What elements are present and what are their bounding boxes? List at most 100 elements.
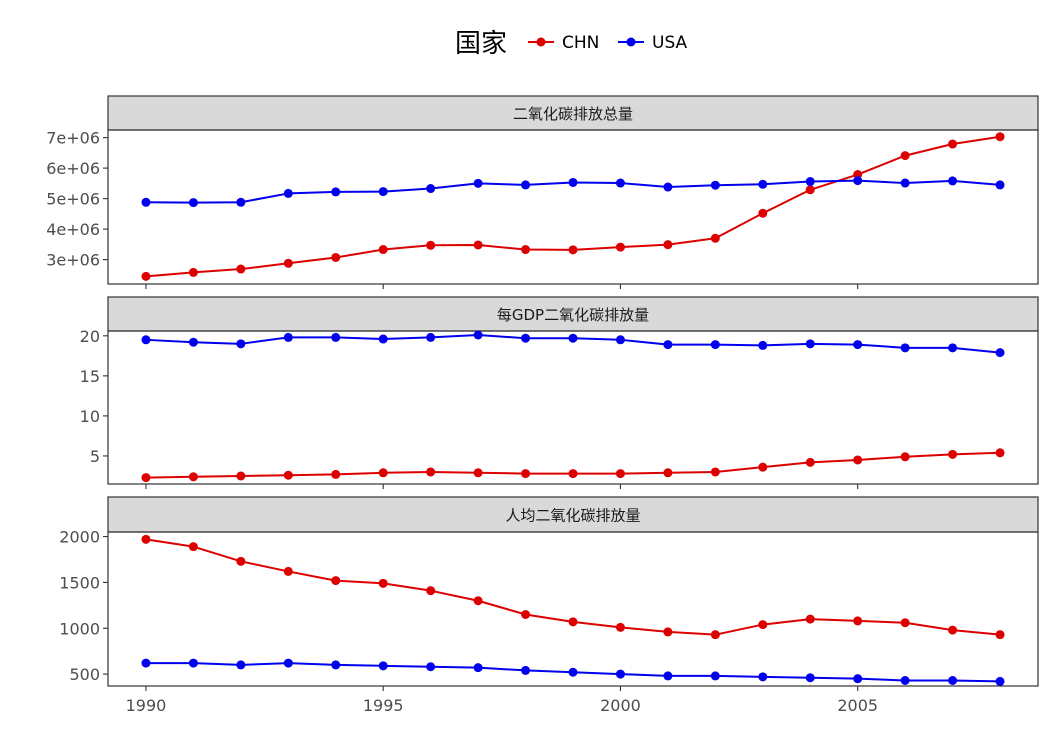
legend-key-point [536, 37, 546, 47]
data-point [948, 343, 958, 353]
data-point [995, 348, 1005, 358]
data-point [615, 242, 625, 252]
data-point [805, 339, 815, 349]
facet-panel-1: 二氧化碳排放总量 3e+06 4e+06 5e+06 6e+06 7e+06 [46, 95, 1039, 289]
facet-strip [107, 95, 1039, 131]
data-point [141, 197, 151, 207]
y-tick-label: 10 [80, 407, 100, 426]
data-point [283, 332, 293, 342]
panel-border [107, 129, 1039, 285]
data-point [188, 542, 198, 552]
data-point [378, 334, 388, 344]
x-tick-label: 1995 [363, 696, 404, 715]
data-point [521, 180, 531, 190]
data-point [853, 340, 863, 350]
data-point [188, 337, 198, 347]
data-point [141, 473, 151, 483]
data-point [521, 665, 531, 675]
data-point [378, 578, 388, 588]
data-point [141, 335, 151, 345]
facet-strip-title: 每GDP二氧化碳排放量 [497, 306, 649, 324]
x-tick-label: 1990 [126, 696, 167, 715]
data-point [900, 151, 910, 161]
data-point [615, 622, 625, 632]
data-point [900, 452, 910, 462]
data-point [710, 630, 720, 640]
data-point [378, 468, 388, 478]
data-point [141, 658, 151, 668]
data-point [948, 176, 958, 186]
series-chn [141, 132, 1005, 281]
data-point [758, 620, 768, 630]
data-point [426, 467, 436, 477]
legend-title: 国家 [455, 29, 507, 59]
series-usa [141, 658, 1005, 686]
data-point [283, 188, 293, 198]
data-point [331, 252, 341, 262]
data-point [663, 182, 673, 192]
legend-entry-usa: USA [618, 33, 688, 53]
data-point [663, 340, 673, 350]
data-point [615, 335, 625, 345]
data-point [331, 576, 341, 586]
data-point [758, 340, 768, 350]
data-point [948, 625, 958, 635]
facet-panel-3: 人均二氧化碳排放量 500 1000 1500 2000 [59, 496, 1039, 691]
data-point [900, 178, 910, 188]
data-point [663, 468, 673, 478]
series-chn [141, 448, 1005, 483]
data-point [521, 245, 531, 255]
data-point [568, 177, 578, 187]
data-point [615, 178, 625, 188]
data-point [426, 662, 436, 672]
data-point [521, 333, 531, 343]
data-point [188, 658, 198, 668]
data-point [236, 556, 246, 566]
legend-label: CHN [562, 33, 599, 53]
data-point [663, 627, 673, 637]
series-line-chn [145, 135, 1001, 278]
facet-panels: 二氧化碳排放总量 3e+06 4e+06 5e+06 6e+06 7e+06 每GDP二氧化… [46, 95, 1039, 691]
data-point [853, 616, 863, 626]
y-tick-label: 6e+06 [46, 159, 100, 178]
x-tick-label: 2000 [600, 696, 641, 715]
data-point [900, 343, 910, 353]
data-point [995, 180, 1005, 190]
data-point [615, 669, 625, 679]
data-point [568, 617, 578, 627]
data-point [948, 676, 958, 685]
data-point [331, 469, 341, 479]
data-point [283, 470, 293, 480]
data-point [331, 332, 341, 342]
data-point [473, 468, 483, 478]
data-point [995, 676, 1005, 686]
legend-entry-chn: CHN [528, 33, 599, 53]
y-tick-label: 1000 [59, 619, 100, 638]
legend-label: USA [652, 33, 688, 53]
y-tick-label: 5e+06 [46, 190, 100, 209]
data-point [853, 176, 863, 186]
y-tick-label: 4e+06 [46, 220, 100, 239]
data-point [805, 457, 815, 467]
data-point [331, 187, 341, 197]
data-point [568, 245, 578, 255]
series-chn [141, 534, 1005, 640]
data-point [188, 267, 198, 277]
y-tick-label: 5 [90, 447, 100, 466]
data-point [948, 139, 958, 149]
data-point [236, 264, 246, 274]
y-tick-label: 500 [69, 665, 100, 684]
data-point [710, 233, 720, 243]
data-point [236, 197, 246, 207]
data-point [615, 469, 625, 479]
data-point [853, 455, 863, 465]
data-point [473, 596, 483, 606]
y-tick-label: 3e+06 [46, 251, 100, 270]
panel-border [107, 531, 1039, 687]
x-tick-label: 2005 [837, 696, 878, 715]
data-point [568, 469, 578, 479]
y-tick-label: 1500 [59, 573, 100, 592]
panel-border [107, 330, 1039, 485]
data-point [948, 449, 958, 459]
facet-panel-2: 每GDP二氧化碳排放量 5 10 15 20 [80, 296, 1039, 489]
